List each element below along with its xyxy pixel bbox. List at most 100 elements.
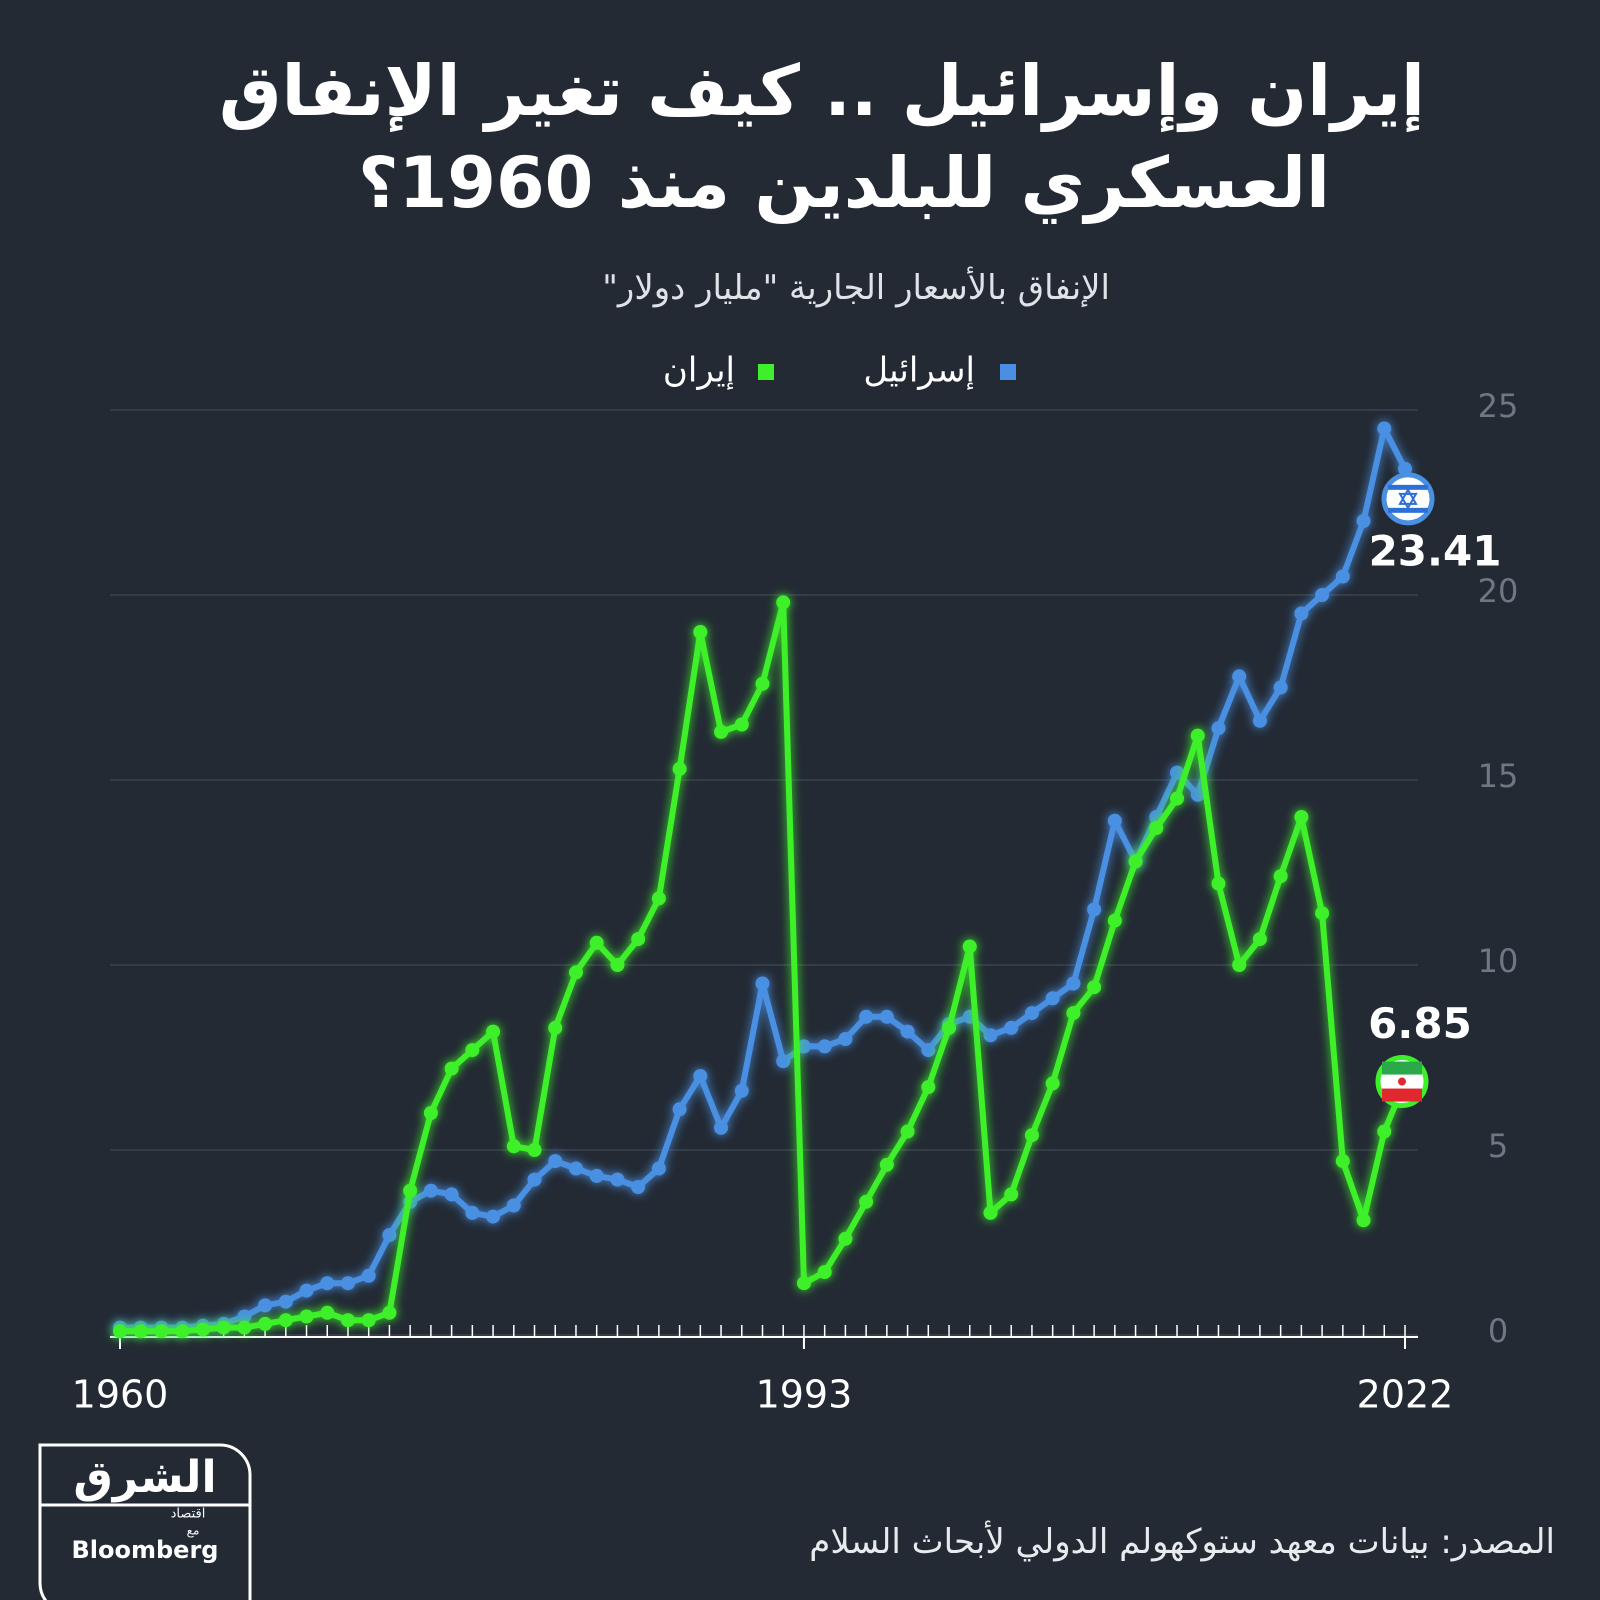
data-point — [1170, 791, 1185, 806]
data-point — [361, 1268, 376, 1283]
data-point — [693, 1069, 708, 1083]
data-point — [1170, 765, 1185, 780]
data-point — [1294, 810, 1309, 824]
flag-stripe — [1382, 1088, 1422, 1102]
title-line: العسكري للبلدين منذ 1960؟ — [357, 142, 1330, 224]
data-point — [465, 1205, 480, 1220]
data-point — [631, 932, 646, 947]
data-point — [755, 676, 770, 691]
data-point — [859, 1009, 874, 1024]
data-point — [1398, 461, 1412, 476]
data-point — [651, 891, 666, 906]
data-point — [838, 1231, 853, 1246]
data-point — [714, 1120, 729, 1135]
data-point — [1024, 1006, 1039, 1021]
data-point — [1273, 869, 1288, 884]
data-point — [320, 1276, 335, 1291]
data-point — [693, 625, 708, 639]
data-point — [672, 761, 687, 776]
data-point — [361, 1313, 376, 1328]
data-point — [879, 1157, 894, 1172]
data-point — [1190, 728, 1205, 743]
data-point — [527, 1143, 542, 1157]
data-point — [631, 1180, 646, 1194]
title-line: إيران وإسرائيل .. كيف تغير الإنفاق — [218, 50, 1425, 132]
data-point — [506, 1139, 521, 1154]
data-point — [734, 1083, 749, 1098]
flag-badge — [1381, 472, 1435, 526]
y-tick-label: 10 — [1478, 942, 1519, 980]
data-point — [796, 1039, 811, 1054]
data-point — [278, 1313, 293, 1328]
data-point — [216, 1320, 231, 1335]
data-point — [1211, 876, 1226, 891]
data-point — [1232, 958, 1247, 972]
data-point — [817, 1265, 832, 1280]
data-point — [942, 1020, 957, 1035]
data-point — [610, 958, 625, 972]
x-tick-label: 1993 — [756, 1373, 853, 1417]
data-point — [1294, 606, 1309, 621]
data-point — [237, 1320, 252, 1335]
data-point — [1273, 680, 1288, 695]
data-point — [258, 1316, 273, 1331]
data-point — [879, 1009, 894, 1024]
legend-swatch — [758, 364, 774, 380]
series — [113, 595, 1412, 1339]
logo-partner: Bloomberg — [72, 1536, 219, 1564]
data-point — [1315, 588, 1330, 602]
data-point — [465, 1043, 480, 1058]
data-point — [175, 1324, 190, 1339]
data-point — [1315, 906, 1330, 921]
data-point — [1377, 1124, 1392, 1139]
y-tick-label: 15 — [1478, 757, 1519, 795]
chart-subtitle: الإنفاق بالأسعار الجارية "مليار دولار" — [602, 268, 1110, 308]
data-point — [1252, 713, 1267, 728]
data-point — [299, 1283, 314, 1298]
data-point — [1066, 1006, 1081, 1021]
data-point — [340, 1313, 355, 1328]
data-point — [1356, 514, 1371, 528]
data-point — [133, 1324, 148, 1339]
data-point — [651, 1161, 666, 1176]
data-point — [423, 1183, 438, 1198]
data-point — [1128, 854, 1143, 869]
data-point — [1004, 1187, 1019, 1202]
data-point — [1377, 421, 1392, 436]
data-point — [672, 1102, 687, 1117]
logo — [38, 1443, 252, 1600]
data-point — [734, 717, 749, 732]
series-line — [120, 425, 1408, 1331]
data-point — [983, 1205, 998, 1220]
value-label: 23.41 — [1369, 526, 1502, 575]
y-tick-label: 0 — [1488, 1312, 1508, 1350]
data-point — [1232, 669, 1247, 684]
data-point — [486, 1209, 501, 1224]
data-point — [278, 1294, 293, 1309]
flag-stripe — [1388, 507, 1428, 513]
data-point — [403, 1183, 418, 1198]
data-point — [1356, 1213, 1371, 1228]
data-point — [900, 1024, 915, 1039]
data-point — [962, 939, 977, 954]
flag-star — [1398, 487, 1418, 510]
data-point — [776, 1054, 791, 1069]
data-point — [859, 1194, 874, 1209]
data-point — [568, 1161, 583, 1176]
data-point — [320, 1305, 335, 1320]
legend-label: إسرائيل — [863, 351, 975, 391]
data-point — [506, 1198, 521, 1213]
data-point — [113, 1324, 127, 1339]
data-point — [776, 595, 791, 610]
data-point — [195, 1322, 210, 1337]
logo-frame — [38, 1443, 252, 1600]
data-point — [1335, 1154, 1350, 1169]
data-point — [258, 1298, 273, 1313]
data-point — [486, 1024, 501, 1039]
data-point — [1045, 1076, 1060, 1091]
logo-brand: الشرق — [73, 1452, 216, 1503]
data-point — [154, 1324, 169, 1339]
data-point — [382, 1228, 397, 1243]
